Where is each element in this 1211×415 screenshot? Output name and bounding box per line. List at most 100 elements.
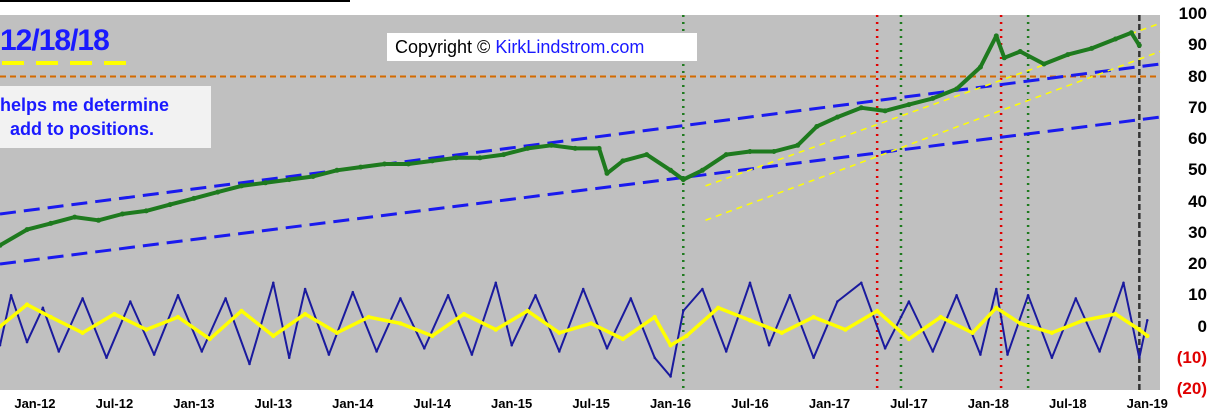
smoothed-series-point-2 xyxy=(48,314,53,320)
oscillator-series-point-35 xyxy=(748,281,752,285)
smoothed-series-point-13 xyxy=(398,321,403,326)
oscillator-series-point-21 xyxy=(446,294,450,297)
x-tick-label: Jan-13 xyxy=(173,396,215,411)
smoothed-series-point-3 xyxy=(80,330,85,335)
oscillator-series-point-22 xyxy=(470,353,474,356)
smoothed-series-point-6 xyxy=(175,314,181,320)
price-series-point-33 xyxy=(747,149,753,154)
price-series-point-45 xyxy=(1001,55,1007,61)
price-series-point-51 xyxy=(1128,30,1134,36)
price-series-point-13 xyxy=(310,174,316,179)
oscillator-series-point-2 xyxy=(25,340,29,344)
smoothed-series xyxy=(0,302,1149,348)
smoothed-series-point-11 xyxy=(334,330,340,335)
price-series-point-39 xyxy=(882,108,888,114)
y-tick-label: (20) xyxy=(1176,379,1207,398)
price-series-point-14 xyxy=(334,167,340,173)
smoothed-series-point-9 xyxy=(271,333,276,339)
oscillator-series-point-43 xyxy=(931,350,935,353)
smoothed-series-point-10 xyxy=(302,311,308,317)
smoothed-series-point-16 xyxy=(493,327,498,332)
smoothed-series-point-36 xyxy=(1081,318,1086,323)
oscillator-series-point-45 xyxy=(979,353,982,356)
oscillator-series-point-8 xyxy=(152,353,156,356)
oscillator-series-point-30 xyxy=(653,356,656,360)
oscillator-series-point-47 xyxy=(1006,353,1009,356)
x-tick-label: Jan-15 xyxy=(491,396,533,411)
price-series-point-21 xyxy=(501,152,507,158)
oscillator-series-point-28 xyxy=(605,347,609,350)
smoothed-series-point-28 xyxy=(843,327,848,332)
price-series-point-24 xyxy=(572,145,578,151)
smoothed-series-point-7 xyxy=(207,336,212,342)
y-tick-label: 50 xyxy=(1188,160,1207,180)
oscillator-series-point-13 xyxy=(272,281,275,285)
oscillator-series-point-44 xyxy=(955,294,958,297)
smoothed-series-point-33 xyxy=(994,305,999,310)
x-tick-label: Jul-14 xyxy=(413,396,451,411)
oscillator-series-point-54 xyxy=(1146,319,1149,322)
smoothed-series-point-17 xyxy=(525,308,530,314)
x-tick-label: Jul-13 xyxy=(254,396,293,411)
price-series-point-28 xyxy=(644,152,650,158)
price-series-point-5 xyxy=(119,211,125,217)
price-series-point-23 xyxy=(548,142,554,148)
oscillator-series-point-15 xyxy=(303,287,307,291)
price-series-point-19 xyxy=(453,155,459,161)
price-series-point-0 xyxy=(0,242,3,248)
price-series-point-32 xyxy=(723,152,729,158)
y-tick-label: 10 xyxy=(1188,285,1207,305)
price-series-point-47 xyxy=(1041,61,1047,67)
price-series-point-50 xyxy=(1113,36,1118,42)
y-tick-label: 100 xyxy=(1178,4,1207,23)
price-series-point-25 xyxy=(596,145,602,151)
oscillator-series-point-51 xyxy=(1098,350,1101,353)
price-series-point-17 xyxy=(405,161,411,167)
x-tick-label: Jul-12 xyxy=(95,396,134,411)
price-series-point-31 xyxy=(699,167,705,173)
oscillator-series-point-12 xyxy=(248,362,251,366)
smoothed-series-point-22 xyxy=(668,343,673,348)
copyright-prefix: Copyright © xyxy=(395,37,496,57)
smoothed-series-point-4 xyxy=(112,311,117,317)
oscillator-series-point-16 xyxy=(327,353,331,356)
note-line-2: add to positions. xyxy=(10,119,154,139)
smoothed-series-point-8 xyxy=(239,308,244,314)
smoothed-series-point-18 xyxy=(557,330,562,335)
oscillator-series-point-5 xyxy=(81,297,84,300)
x-tick-label: Jul-15 xyxy=(572,396,610,411)
smoothed-series-point-5 xyxy=(144,327,149,332)
price-series-point-52 xyxy=(1136,42,1142,48)
y-tick-label: 60 xyxy=(1188,129,1207,148)
trend-line-1 xyxy=(705,50,1161,221)
note-line-1: helps me determine xyxy=(0,95,170,115)
oscillator-series-point-10 xyxy=(200,350,204,353)
oscillator-series-point-18 xyxy=(375,350,378,353)
x-tick-label: Jan-17 xyxy=(808,396,851,411)
x-tick-label: Jan-12 xyxy=(14,396,56,411)
price-series-point-10 xyxy=(239,183,244,189)
price-series-point-6 xyxy=(143,208,149,214)
smoothed-series-point-12 xyxy=(366,314,371,320)
oscillator-series-point-11 xyxy=(224,297,227,300)
top-rule xyxy=(0,0,350,2)
y-tick-label: 70 xyxy=(1188,97,1207,117)
smoothed-series-point-23 xyxy=(684,333,689,339)
oscillator-series-point-14 xyxy=(287,356,291,360)
y-tick-label: 30 xyxy=(1188,222,1207,242)
price-series-point-15 xyxy=(358,164,364,170)
oscillator-series-point-6 xyxy=(105,356,108,360)
oscillator-series-point-20 xyxy=(423,347,426,350)
price-series-point-11 xyxy=(262,180,268,186)
y-tick-label: 80 xyxy=(1188,66,1207,86)
copyright-link[interactable]: KirkLindstrom.com xyxy=(495,37,645,57)
price-series-point-20 xyxy=(477,155,483,161)
oscillator-series-point-23 xyxy=(494,281,498,285)
x-tick-label: Jul-17 xyxy=(890,396,928,411)
smoothed-series-point-38 xyxy=(1137,327,1142,332)
x-tick-label: Jul-16 xyxy=(731,396,769,411)
smoothed-series-point-24 xyxy=(716,305,721,310)
smoothed-series-point-26 xyxy=(779,330,784,335)
price-series-point-36 xyxy=(814,124,820,129)
